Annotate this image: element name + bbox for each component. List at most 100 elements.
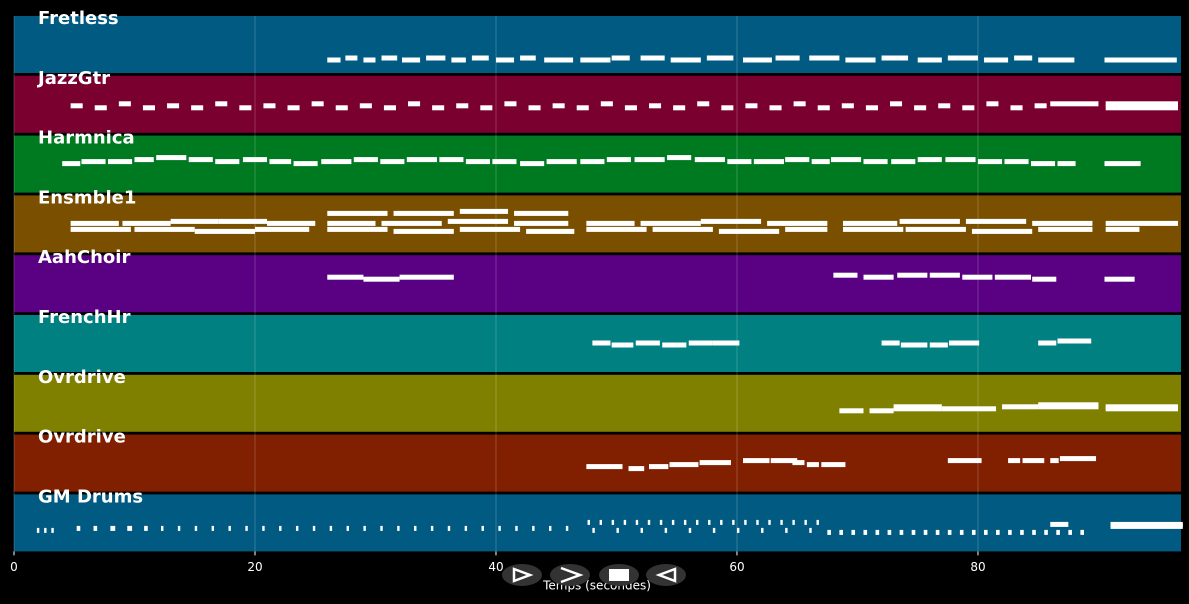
note [718, 228, 780, 234]
note [188, 157, 213, 163]
note [843, 226, 904, 232]
note [971, 529, 976, 535]
note [451, 57, 466, 63]
button[interactable] [502, 564, 542, 586]
note [447, 525, 451, 531]
note [580, 57, 611, 63]
button[interactable] [550, 564, 590, 586]
note [817, 105, 830, 111]
note [962, 274, 993, 280]
note [768, 519, 771, 525]
note [839, 529, 844, 535]
note [865, 105, 878, 111]
note [327, 210, 388, 216]
note [900, 342, 928, 348]
note [785, 527, 788, 533]
note [93, 525, 98, 531]
note [845, 57, 876, 63]
note [640, 527, 643, 533]
note [635, 340, 660, 346]
note [70, 220, 119, 226]
note [335, 105, 348, 111]
note [606, 157, 631, 163]
note [959, 529, 964, 535]
note [1008, 458, 1021, 464]
note [833, 272, 858, 278]
note [321, 159, 352, 165]
note [167, 103, 180, 109]
track-background [14, 374, 1181, 432]
note [923, 529, 928, 535]
note [652, 226, 713, 232]
note [177, 525, 181, 531]
note [262, 525, 265, 531]
note [393, 228, 454, 234]
note [1032, 276, 1057, 282]
note [971, 228, 1033, 234]
note [1038, 402, 1099, 408]
note [576, 105, 589, 111]
note [1020, 529, 1024, 535]
note [170, 218, 219, 224]
x-tick-label: 60 [729, 560, 744, 574]
note [1038, 57, 1075, 63]
track-name: Harmnica [38, 128, 135, 149]
note [279, 525, 282, 531]
note [520, 161, 545, 167]
note [917, 57, 942, 63]
note [911, 529, 916, 535]
note [775, 55, 800, 61]
note [890, 101, 903, 107]
note [938, 103, 951, 109]
note [586, 220, 635, 226]
note [929, 272, 960, 278]
note [263, 103, 276, 109]
icon [512, 567, 534, 583]
note [552, 103, 565, 109]
note [459, 226, 521, 232]
note [397, 525, 400, 531]
note [380, 525, 383, 531]
note [134, 157, 154, 163]
note [215, 101, 228, 107]
note [546, 159, 577, 165]
button[interactable] [646, 564, 686, 586]
note [697, 101, 710, 107]
note [736, 527, 740, 533]
note [769, 105, 782, 111]
note [311, 101, 324, 107]
note [218, 218, 268, 224]
note [70, 226, 131, 232]
note [1004, 159, 1029, 165]
note [804, 519, 807, 525]
note [592, 527, 595, 533]
note [532, 525, 535, 531]
note [869, 408, 894, 414]
note [806, 462, 819, 468]
note [611, 55, 630, 61]
transport-controls [502, 564, 686, 586]
note [287, 105, 300, 111]
note [647, 519, 651, 525]
track-background [14, 255, 1181, 313]
note [914, 105, 927, 111]
note [694, 157, 725, 163]
note [353, 157, 378, 163]
note [495, 57, 515, 63]
note [1032, 220, 1093, 226]
note [1050, 458, 1059, 464]
note [1034, 103, 1047, 109]
note [1105, 404, 1178, 410]
note [732, 519, 735, 525]
note [640, 220, 701, 226]
tracks: 0 20 40 60 80 Fretless JazzGtr Harmnica Ensmble1… [10, 8, 1183, 574]
track-background [14, 434, 1181, 492]
note [254, 226, 310, 232]
note [809, 55, 840, 61]
note [688, 340, 713, 346]
note [1080, 529, 1085, 535]
note [1057, 161, 1076, 167]
note [1050, 101, 1099, 107]
note [624, 105, 637, 111]
